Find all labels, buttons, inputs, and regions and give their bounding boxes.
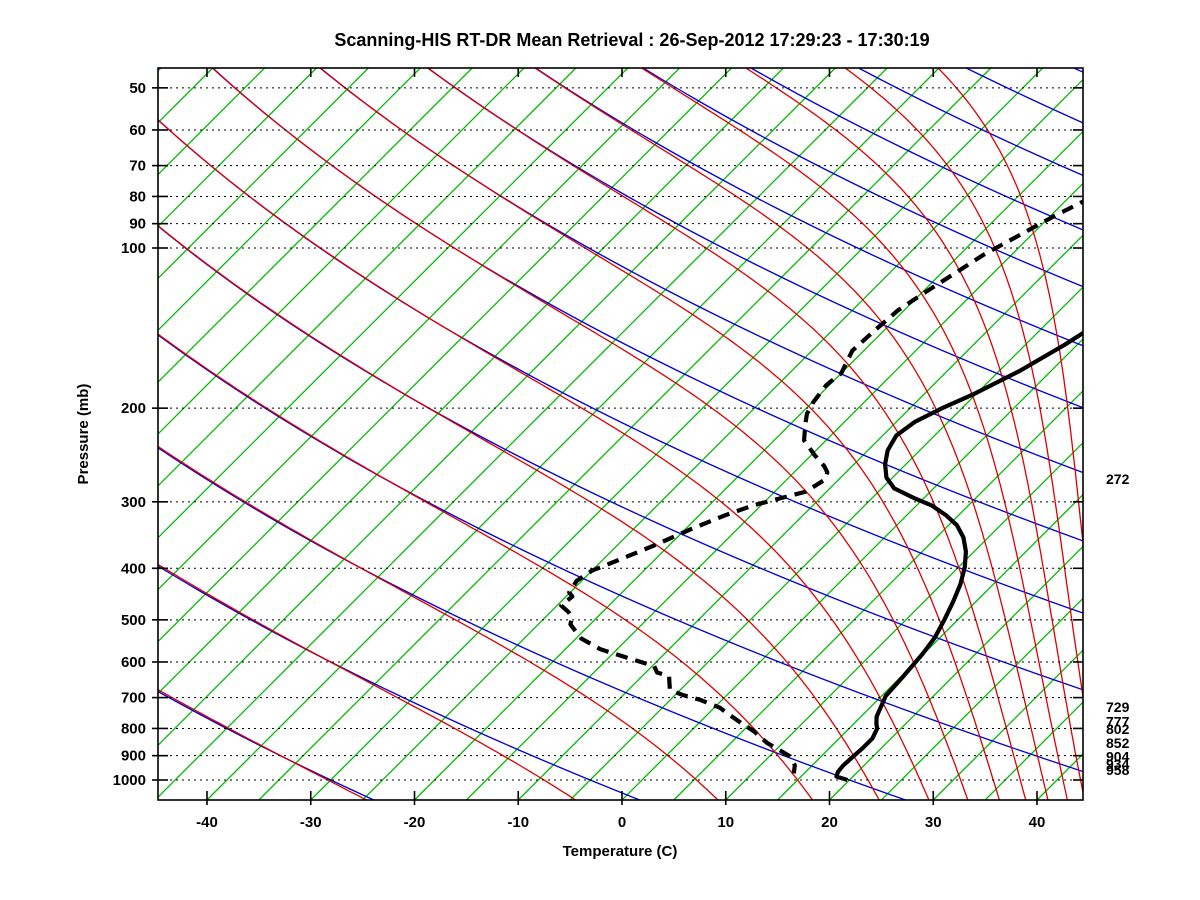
isotherm-line — [362, 78, 1083, 800]
dry-adiabat-line — [158, 565, 640, 800]
dry-adiabat-line — [642, 68, 1083, 288]
dry-adiabat-line — [158, 334, 1083, 773]
moist-adiabat-line — [158, 224, 880, 800]
y-tick-label: 700 — [121, 690, 146, 707]
moist-adiabat-line — [640, 68, 1068, 800]
y-tick-label: 600 — [121, 654, 146, 671]
pressure-level-label: 802 — [1106, 721, 1130, 737]
y-tick-label: 500 — [121, 612, 146, 629]
isotherm-line — [465, 182, 1083, 800]
moist-adiabat-line — [158, 119, 930, 800]
y-tick-label: 70 — [129, 158, 146, 175]
moist-adiabat-line — [0, 36, 112, 800]
y-tick-label: 800 — [121, 720, 146, 737]
y-axis-label: Pressure (mb) — [75, 384, 92, 485]
isotherm-line — [932, 649, 1083, 800]
isotherm-line — [158, 68, 525, 435]
moist-adiabat-line — [937, 68, 1083, 550]
isotherm-line — [158, 68, 732, 643]
x-tick-label: -20 — [404, 814, 426, 831]
isotherm-line — [206, 68, 940, 800]
isotherm-line — [569, 286, 1083, 800]
y-tick-label: 60 — [129, 122, 146, 139]
temperature-curve — [834, 330, 1083, 783]
moist-adiabat-line — [744, 68, 1083, 796]
pressure-level-label: 904 — [1106, 749, 1130, 765]
y-tick-label: 50 — [129, 80, 146, 97]
y-tick-label: 900 — [121, 748, 146, 765]
isotherm-line — [517, 234, 1083, 800]
pressure-level-label: 934 — [1106, 756, 1130, 772]
moist-adiabat-line — [533, 68, 1049, 800]
pressure-level-label: 852 — [1106, 735, 1130, 751]
pressure-level-label: 958 — [1106, 762, 1130, 778]
dry-adiabat-line — [158, 118, 1083, 614]
moist-adiabat-line — [158, 333, 814, 800]
dry-adiabat-line — [427, 68, 1083, 409]
pressure-level-label: 729 — [1106, 699, 1130, 715]
dry-adiabat-line — [319, 68, 1083, 474]
y-tick-label: 200 — [121, 400, 146, 417]
isotherm-line — [725, 441, 1083, 800]
pressure-level-label: 272 — [1106, 471, 1130, 487]
x-tick-label: 30 — [925, 814, 942, 831]
x-tick-label: -40 — [196, 814, 218, 831]
isotherm-line — [880, 597, 1083, 800]
y-tick-label: 100 — [121, 240, 146, 257]
x-tick-label: 10 — [717, 814, 734, 831]
isotherm-line — [158, 68, 473, 384]
y-tick-label: 400 — [121, 560, 146, 577]
isotherm-line — [158, 68, 784, 695]
y-tick-label: 1000 — [113, 772, 146, 789]
chart-title: Scanning-HIS RT-DR Mean Retrieval : 26-S… — [334, 30, 929, 50]
moist-adiabat-line — [426, 68, 1027, 800]
isotherm-line — [158, 68, 577, 487]
y-tick-label: 90 — [129, 216, 146, 233]
dry-adiabat-line — [1182, 68, 1200, 800]
isotherm-line — [1036, 753, 1083, 800]
dry-adiabat-line — [158, 225, 1083, 691]
isotherm-line — [158, 68, 629, 539]
x-axis-label: Temperature (C) — [563, 843, 678, 860]
moist-adiabat-line — [844, 68, 1083, 701]
y-tick-label: 300 — [121, 494, 146, 511]
plot-border — [157, 67, 1084, 801]
isotherm-line — [158, 68, 369, 280]
dry-adiabat-line — [858, 68, 1083, 177]
x-tick-label: 40 — [1029, 814, 1046, 831]
isotherm-line — [158, 68, 836, 747]
isotherm-line — [621, 338, 1083, 800]
clipped-lines — [0, 36, 1200, 800]
dewpoint-curve — [559, 199, 1083, 774]
dry-adiabat-line — [750, 68, 1083, 231]
isotherm-line — [158, 68, 214, 124]
dry-adiabat-line — [535, 68, 1083, 347]
dry-adiabat-line — [1073, 68, 1083, 73]
x-tick-label: -10 — [507, 814, 529, 831]
moist-adiabat-line — [211, 68, 969, 800]
x-tick-label: 0 — [618, 814, 626, 831]
dry-adiabat-line — [158, 690, 375, 800]
isotherm-line — [829, 545, 1083, 800]
dry-adiabat-line — [212, 68, 1083, 542]
x-tick-label: -30 — [300, 814, 322, 831]
pressure-level-label: 777 — [1106, 714, 1130, 730]
isotherm-line — [158, 68, 681, 591]
isotherm-line — [673, 389, 1083, 800]
moist-adiabat-line — [158, 445, 719, 800]
isotherm-line — [158, 68, 317, 228]
moist-adiabat-line — [318, 68, 1001, 800]
y-tick-label: 80 — [129, 188, 146, 205]
isotherm-line — [158, 68, 888, 799]
moist-adiabat-line — [158, 563, 576, 800]
x-tick-label: 20 — [821, 814, 838, 831]
isotherm-line — [310, 68, 1044, 800]
isotherm-line — [414, 130, 1083, 800]
generated-plot-content: -40 -30 -20 -10 0 10 20 30 40 50 60 70 80 90 100 200 300… — [0, 36, 1200, 831]
isotherm-line — [158, 68, 421, 332]
dry-adiabat-line — [158, 447, 906, 800]
